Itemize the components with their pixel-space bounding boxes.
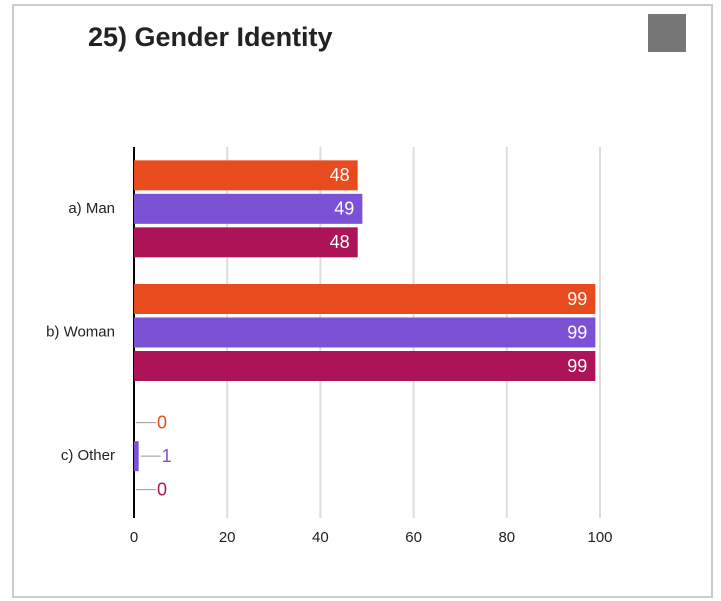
bar	[134, 351, 596, 381]
value-label: 0	[157, 479, 167, 499]
y-tick-label: b) Woman	[46, 323, 115, 340]
value-label: 49	[334, 199, 354, 219]
x-tick-label: 40	[312, 529, 329, 546]
x-tick-label: 20	[219, 529, 236, 546]
x-tick-label: 0	[130, 529, 138, 546]
value-label: 99	[567, 322, 587, 342]
bar	[134, 317, 596, 348]
bar	[134, 284, 596, 314]
value-label: 48	[330, 165, 350, 185]
bar	[134, 227, 358, 258]
value-label: 99	[567, 356, 587, 376]
value-label: 99	[567, 289, 587, 309]
menu-icon[interactable]	[648, 14, 686, 52]
value-label: 0	[157, 412, 167, 432]
chart-title: 25) Gender Identity	[88, 22, 333, 52]
x-tick-label: 80	[498, 529, 515, 546]
x-tick-label: 60	[405, 529, 422, 546]
y-tick-label: c) Other	[61, 447, 115, 464]
y-tick-label: a) Man	[68, 200, 115, 217]
bar	[134, 193, 363, 224]
bar	[134, 160, 358, 191]
x-tick-label: 100	[587, 529, 612, 546]
bar	[134, 441, 139, 472]
value-label: 48	[330, 232, 350, 252]
value-label: 1	[162, 446, 172, 466]
